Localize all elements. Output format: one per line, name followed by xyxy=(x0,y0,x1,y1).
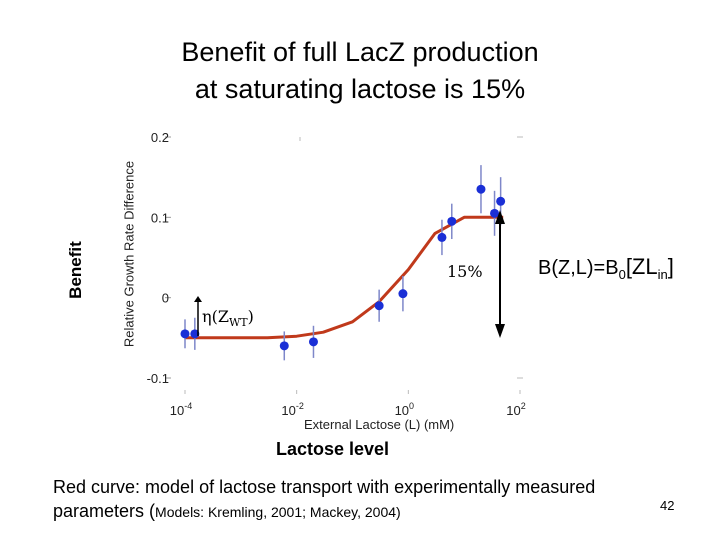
outer-y-axis-label: Benefit xyxy=(66,241,85,299)
benefit-arrow-head-up xyxy=(495,210,505,224)
caption-line-2: parameters (Models: Kremling, 2001; Mack… xyxy=(53,499,595,524)
caption-note: Red curve: model of lactose transport wi… xyxy=(53,475,595,524)
x-tick-label: 10-2 xyxy=(281,401,303,418)
benefit-arrow-head-down xyxy=(495,324,505,338)
data-point xyxy=(308,337,318,347)
caption-line-1: Red curve: model of lactose transport wi… xyxy=(53,477,596,497)
eta-label: η(ZWT) xyxy=(202,307,254,329)
data-point xyxy=(180,329,190,339)
x-tick-label: 100 xyxy=(395,401,414,418)
caption-citation: Models: Kremling, 2001; Mackey, 2004) xyxy=(155,504,401,520)
benefit-formula: B(Z,L)=B0[ZLin] xyxy=(538,254,674,282)
data-point xyxy=(476,184,486,194)
data-point xyxy=(447,216,457,226)
formula-sub-in: in xyxy=(657,267,668,282)
data-point xyxy=(279,341,289,351)
data-point xyxy=(490,208,500,218)
y-tick-label: 0.1 xyxy=(151,210,169,225)
benefit-percent-label: 15% xyxy=(447,262,483,281)
data-point xyxy=(398,289,408,299)
page-number: 42 xyxy=(660,498,675,513)
data-point xyxy=(496,196,506,206)
x-axis-label: External Lactose (L) (mM) xyxy=(304,417,455,432)
y-axis-label: Relative Growth Rate Difference xyxy=(121,160,137,348)
x-tick-label: 10-4 xyxy=(170,401,192,418)
eta-subscript: WT xyxy=(228,316,248,330)
data-point xyxy=(190,329,200,339)
y-tick-label: -0.1 xyxy=(147,371,169,386)
data-point xyxy=(374,301,384,311)
data-point xyxy=(437,232,447,242)
formula-bracket: [ZL xyxy=(625,254,658,279)
eta-text: η(Z xyxy=(202,307,229,326)
formula-close: ] xyxy=(667,254,674,279)
caption-line-2-prefix: parameters ( xyxy=(53,501,156,521)
y-tick-label: 0 xyxy=(162,291,169,306)
slide-title-line-1: Benefit of full LacZ production xyxy=(181,37,539,67)
slide-title-line-2: at saturating lactose is 15% xyxy=(194,74,526,104)
y-tick-label: 0.2 xyxy=(151,130,169,145)
outer-x-axis-label: Lactose level xyxy=(276,439,390,459)
formula-sub-zero: 0 xyxy=(618,267,626,282)
x-tick-label: 102 xyxy=(506,401,525,418)
eta-close: ) xyxy=(247,307,254,326)
eta-arrow-head xyxy=(194,296,202,302)
formula-main: B(Z,L)=B xyxy=(538,257,619,279)
